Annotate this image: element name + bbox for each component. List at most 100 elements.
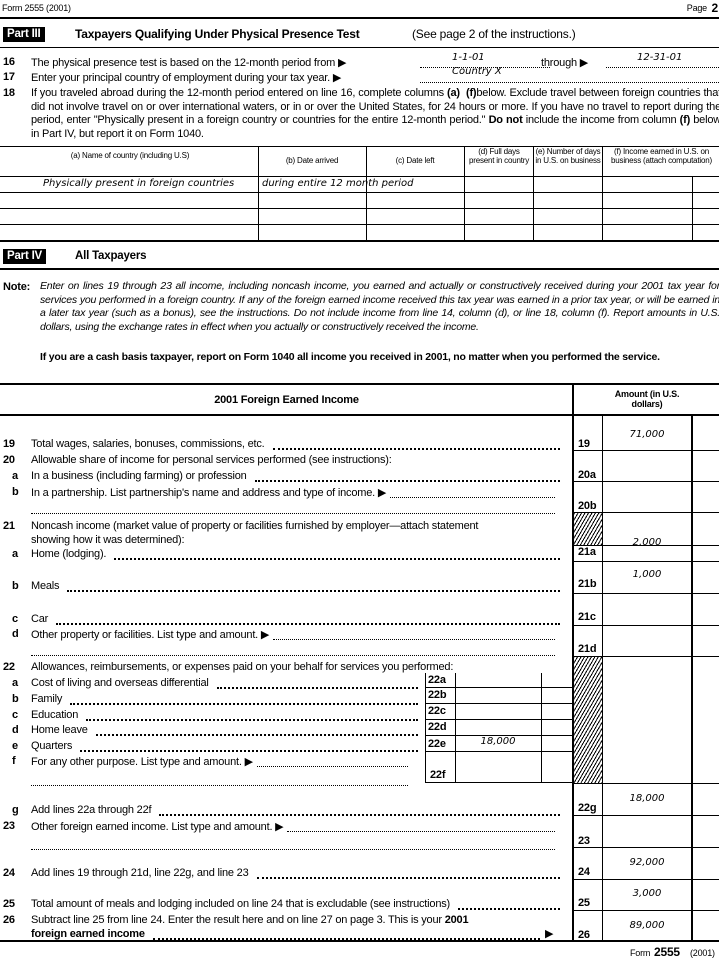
line-16-to-field[interactable]: 12-31-01 — [637, 52, 683, 63]
line-21d-amount[interactable] — [602, 634, 692, 648]
line-25-amount[interactable]: 3,000 — [632, 888, 662, 899]
table-border — [425, 673, 426, 783]
arrow-icon: ▶ — [545, 928, 554, 940]
column-border — [691, 415, 693, 941]
line-21a-label: Home (lodging). — [31, 548, 107, 560]
line-21a-amount[interactable]: 2,000 — [632, 537, 662, 548]
table-border — [0, 240, 719, 242]
line-26-year: 2001 — [444, 914, 469, 926]
line-21c-amount[interactable] — [602, 602, 692, 616]
line-number: 22 — [3, 661, 15, 673]
divider — [0, 383, 719, 385]
line-16-from-field[interactable]: 1-1-01 — [452, 52, 485, 63]
column-header-a: (a) Name of country (including U.S) — [70, 151, 190, 160]
divider — [0, 17, 719, 19]
box-label: 21b — [578, 578, 597, 590]
page-label: Page — [686, 3, 707, 13]
divider — [0, 268, 719, 270]
note-text: Enter on lines 19 through 23 all income,… — [40, 280, 719, 333]
table-border — [533, 146, 534, 241]
dot-leader — [458, 908, 560, 910]
box-label: 22e — [428, 738, 446, 750]
line-number: f — [12, 755, 16, 767]
footer-form-number: 2555 — [654, 945, 680, 959]
row-border — [573, 450, 719, 451]
line-26-text: Subtract line 25 from line 24. Enter the… — [31, 914, 442, 926]
line-16-label: The physical presence test is based on t… — [31, 57, 347, 69]
box-label: 22a — [428, 674, 446, 686]
fill-in-line[interactable] — [257, 766, 408, 767]
line-17-country-field[interactable]: Country X — [452, 66, 502, 77]
fill-in-line[interactable] — [287, 831, 555, 832]
row-border — [573, 481, 719, 482]
box-label: 20a — [578, 469, 596, 481]
line-26-label: Subtract line 25 from line 24. Enter the… — [31, 914, 469, 926]
row-border — [573, 625, 719, 626]
leader — [420, 82, 719, 83]
table-cell-date-arrived[interactable]: during entire 12 month period — [262, 178, 414, 189]
line-24-label: Add lines 19 through 21d, line 22g, and … — [31, 867, 249, 879]
line-22g-label: Add lines 22a through 22f — [31, 804, 152, 816]
line-22g-amount[interactable]: 18,000 — [629, 793, 665, 804]
row-border — [573, 656, 719, 657]
line-22e-amount[interactable]: 18,000 — [480, 736, 516, 747]
row-border — [573, 815, 719, 816]
line-number: d — [12, 724, 19, 736]
table-border — [425, 735, 573, 736]
line-20b-amount[interactable] — [602, 491, 692, 505]
dot-leader — [56, 623, 560, 625]
line-22-label: Allowances, reimbursements, or expenses … — [31, 661, 454, 673]
line-20a-amount[interactable] — [602, 460, 692, 474]
line-26-amount[interactable]: 89,000 — [629, 920, 665, 931]
line-19-amount[interactable]: 71,000 — [629, 429, 665, 440]
table-border — [0, 146, 719, 147]
line-number: d — [12, 628, 19, 640]
column-border — [572, 384, 574, 941]
line-20a-label: In a business (including farming) or pro… — [31, 470, 247, 482]
row-border — [573, 847, 719, 848]
box-label: 19 — [578, 438, 590, 450]
divider — [0, 940, 719, 942]
fill-in-line[interactable] — [390, 497, 555, 498]
shaded-area — [574, 656, 602, 783]
line-21d-label: Other property or facilities. List type … — [31, 629, 270, 641]
line-23-amount[interactable] — [602, 826, 692, 840]
line-number: 16 — [3, 56, 15, 68]
fill-in-line[interactable] — [31, 849, 555, 850]
footer-year: (2001) — [690, 948, 715, 958]
line-number: a — [12, 677, 18, 689]
fill-in-line[interactable] — [31, 513, 555, 514]
line-number: 19 — [3, 438, 15, 450]
table-cell-country[interactable]: Physically present in foreign countries — [43, 178, 235, 189]
line-number: e — [12, 740, 18, 752]
table-border — [541, 673, 542, 783]
column-header-d: (d) Full days present in country — [469, 147, 529, 165]
row-border — [573, 545, 719, 546]
line-22a-label: Cost of living and overseas differential — [31, 677, 209, 689]
line-number: c — [12, 613, 18, 625]
dot-leader — [80, 750, 418, 752]
fill-in-line[interactable] — [31, 655, 555, 656]
row-border — [573, 593, 719, 594]
line-23-label: Other foreign earned income. List type a… — [31, 821, 284, 833]
row-border — [573, 783, 719, 784]
fill-in-line[interactable] — [31, 785, 408, 786]
line-16-through-label: through ▶ — [541, 57, 589, 69]
table-border — [464, 146, 465, 241]
row-border — [573, 879, 719, 880]
line-24-amount[interactable]: 92,000 — [629, 857, 665, 868]
line-21b-amount[interactable]: 1,000 — [632, 569, 662, 580]
column-header-e: (e) Number of days in U.S. on business — [535, 147, 601, 165]
box-label: 21c — [578, 611, 596, 623]
table-border — [455, 673, 456, 783]
box-label: 22b — [428, 689, 447, 701]
cash-basis-notice: If you are a cash basis taxpayer, report… — [40, 351, 660, 363]
table-border — [0, 192, 719, 193]
box-label: 25 — [578, 897, 590, 909]
fill-in-line[interactable] — [273, 639, 555, 640]
line-number: 20 — [3, 454, 15, 466]
line-number: 21 — [3, 520, 15, 532]
line-22c-label: Education — [31, 709, 79, 721]
dot-leader — [96, 734, 418, 736]
leader — [420, 67, 550, 68]
